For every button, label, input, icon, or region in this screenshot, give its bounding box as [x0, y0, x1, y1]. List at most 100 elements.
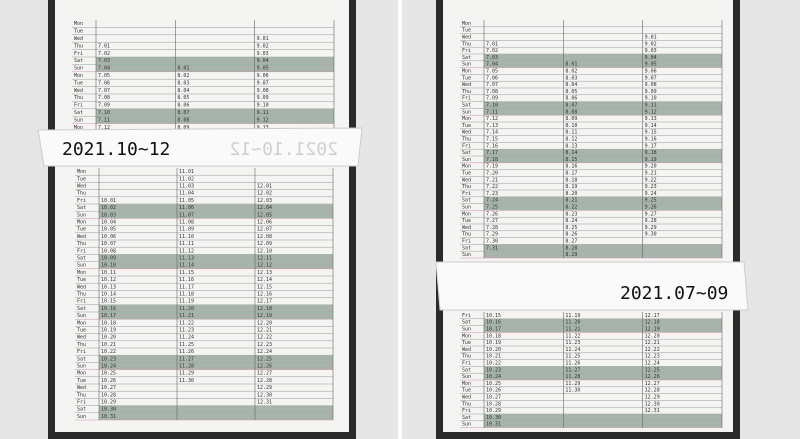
weekday: Sat	[462, 55, 471, 61]
date: 12.04	[257, 205, 272, 211]
date: 7.07	[98, 88, 110, 94]
weekday: Thu	[77, 392, 86, 398]
weekend-row	[99, 412, 333, 420]
date: 10.09	[101, 256, 116, 262]
date: 9.23	[645, 184, 657, 190]
date: 9.04	[645, 55, 657, 61]
weekday: Tue	[462, 171, 471, 177]
date: 8.11	[565, 130, 577, 136]
date: 8.17	[565, 171, 577, 177]
date: 11.22	[565, 333, 580, 339]
date: 12.21	[257, 328, 272, 334]
date: 12.26	[645, 374, 660, 380]
date: 10.28	[486, 401, 501, 407]
weekday: Sat	[462, 150, 471, 156]
date: 12.03	[257, 198, 272, 204]
date: 8.15	[565, 157, 577, 163]
date: 10.30	[101, 407, 116, 413]
date: 7.05	[98, 73, 110, 79]
date: 11.30	[179, 378, 194, 384]
weekend-row	[484, 101, 722, 109]
weekend-row	[96, 108, 334, 117]
date: 11.24	[565, 347, 580, 353]
weekend-row	[99, 211, 333, 219]
weekday: Fri	[74, 51, 83, 57]
date: 9.06	[257, 73, 269, 79]
weekday: Sun	[77, 364, 86, 370]
date: 9.06	[645, 69, 657, 75]
date: 10.23	[101, 356, 116, 362]
date: 10.08	[101, 248, 116, 254]
date: 8.21	[565, 198, 577, 204]
date: 8.03	[177, 80, 189, 86]
date: 10.27	[101, 385, 116, 391]
date: 10.21	[101, 342, 116, 348]
weekend-row	[99, 355, 333, 363]
date: 9.05	[645, 62, 657, 68]
weekday: Thu	[462, 89, 471, 95]
weekday: Thu	[462, 184, 471, 190]
date: 11.04	[179, 191, 194, 197]
weekend-row	[99, 261, 333, 269]
date: 11.27	[179, 356, 194, 362]
date: 8.09	[177, 125, 189, 131]
date: 11.20	[179, 306, 194, 312]
date: 12.22	[645, 347, 660, 353]
date: 10.05	[101, 227, 116, 233]
date: 10.20	[101, 335, 116, 341]
weekday: Mon	[462, 69, 471, 75]
notebook-page	[443, 0, 733, 432]
date: 8.02	[565, 69, 577, 75]
date: 10.21	[486, 354, 501, 360]
date: 8.08	[565, 109, 577, 115]
date: 12.12	[257, 263, 272, 269]
date: 7.29	[486, 232, 498, 238]
date: 7.18	[486, 157, 498, 163]
weekday: Sat	[462, 103, 471, 109]
date: 10.26	[486, 388, 501, 394]
weekend-row	[484, 203, 722, 211]
weekday: Tue	[77, 378, 86, 384]
date: 11.25	[565, 354, 580, 360]
weekend-row	[99, 254, 333, 262]
weekend-row	[484, 366, 722, 374]
sheet	[435, 261, 749, 311]
date: 12.19	[645, 327, 660, 333]
date: 7.14	[486, 130, 498, 136]
date: 12.24	[257, 349, 272, 355]
weekday: Fri	[462, 96, 471, 102]
weekday: Wed	[74, 36, 83, 42]
date: 12.30	[257, 392, 272, 398]
date: 8.20	[565, 191, 577, 197]
date: 9.19	[645, 157, 657, 163]
weekday: Wed	[462, 35, 471, 41]
weekend-row	[484, 420, 722, 428]
date: 7.11	[486, 109, 498, 115]
date: 12.27	[257, 371, 272, 377]
weekday: Tue	[74, 80, 83, 86]
weekend-row	[484, 156, 722, 163]
date: 9.26	[645, 205, 657, 211]
weekday: Wed	[462, 347, 471, 353]
date: 11.06	[179, 205, 194, 211]
date: 10.02	[101, 205, 116, 211]
date: 10.22	[486, 361, 501, 367]
weekday: Wed	[462, 225, 471, 231]
date: 12.25	[257, 356, 272, 362]
date: 9.14	[645, 123, 657, 129]
weekday: Thu	[462, 41, 471, 47]
weekday: Sun	[462, 62, 471, 68]
weekday: Wed	[77, 284, 86, 290]
date: 11.10	[179, 234, 194, 240]
date: 11.27	[565, 367, 580, 373]
date: 11.21	[565, 327, 580, 333]
date: 12.17	[257, 299, 272, 305]
date: 9.28	[645, 218, 657, 224]
date: 7.03	[98, 58, 110, 64]
date: 8.02	[177, 73, 189, 79]
date: 11.05	[179, 198, 194, 204]
date: 7.23	[486, 191, 498, 197]
date: 9.10	[645, 96, 657, 102]
weekday: Mon	[462, 116, 471, 122]
date: 9.05	[257, 66, 269, 72]
